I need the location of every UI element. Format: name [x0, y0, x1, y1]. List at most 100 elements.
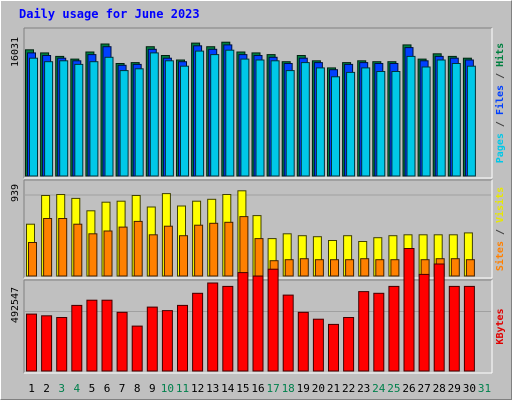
bar-kbytes-20	[312, 318, 324, 372]
bar-kbytes-22	[343, 317, 355, 372]
bar-pages-22	[346, 71, 356, 177]
x-tick-label-11: 11	[176, 382, 189, 395]
bar-pages-11	[180, 65, 189, 177]
x-tick-label-7: 7	[119, 382, 126, 395]
bar-sites-4	[73, 223, 83, 277]
y-max-label: 492547	[10, 287, 21, 323]
bar-kbytes-17	[267, 268, 279, 372]
bar-kbytes-12	[192, 292, 204, 372]
bar-kbytes-19	[297, 311, 309, 372]
bar-sites-9	[148, 234, 158, 277]
bar-sites-20	[314, 259, 324, 277]
x-tick-label-1: 1	[28, 382, 35, 395]
x-tick-label-30: 30	[463, 382, 476, 395]
bar-sites-25	[390, 259, 400, 277]
x-tick-label-25: 25	[387, 382, 400, 395]
bar-pages-17	[270, 60, 280, 177]
bar-pages-8	[134, 68, 144, 177]
bar-kbytes-11	[177, 304, 188, 372]
bar-sites-5	[88, 233, 98, 277]
bar-pages-1	[29, 57, 38, 177]
series-legend: KBytes	[495, 308, 506, 344]
bar-pages-6	[104, 56, 114, 177]
bar-pages-20	[315, 67, 325, 177]
bar-pages-27	[421, 66, 431, 177]
bar-sites-15	[239, 216, 249, 277]
bar-sites-19	[299, 258, 309, 277]
bar-kbytes-26	[403, 248, 415, 372]
bar-pages-3	[59, 60, 69, 177]
bar-pages-26	[406, 55, 416, 177]
bar-kbytes-7	[116, 311, 128, 372]
bar-pages-16	[255, 59, 265, 177]
legend-part: Visits	[494, 187, 506, 223]
x-tick-label-14: 14	[221, 382, 235, 395]
legend-part: Hits	[494, 43, 506, 67]
bar-sites-10	[163, 225, 173, 277]
bar-sites-27	[420, 259, 430, 277]
bar-pages-21	[331, 76, 340, 177]
bar-pages-10	[164, 60, 174, 177]
bar-kbytes-4	[71, 304, 83, 372]
bar-pages-4	[74, 63, 84, 177]
bar-sites-18	[284, 259, 294, 277]
x-tick-label-5: 5	[89, 382, 96, 395]
x-tick-label-12: 12	[191, 382, 204, 395]
bar-sites-22	[345, 259, 355, 277]
legend-part: /	[495, 223, 506, 241]
x-tick-label-26: 26	[402, 382, 415, 395]
panel-hits-files-pages: 16031 Pages / Files / Hits	[10, 27, 506, 179]
bar-pages-25	[391, 71, 401, 177]
chart-title: Daily usage for June 2023	[19, 7, 200, 21]
x-tick-label-20: 20	[312, 382, 325, 395]
x-axis-labels: 1 2 3 4 5 6 7 8 9 10 11 12 13 14 15 16 17 18 19 20 21 22 23 24 2…	[28, 382, 491, 395]
bar-kbytes-2	[41, 315, 53, 372]
bar-kbytes-23	[358, 291, 370, 372]
bar-pages-7	[119, 70, 129, 177]
x-tick-label-16: 16	[251, 382, 264, 395]
bar-kbytes-9	[146, 306, 158, 372]
x-tick-label-3: 3	[58, 382, 65, 395]
bar-kbytes-29	[448, 285, 460, 372]
bar-sites-30	[465, 259, 475, 277]
bar-kbytes-3	[56, 317, 68, 372]
bar-kbytes-24	[373, 292, 385, 372]
bar-sites-29	[450, 258, 460, 277]
bar-kbytes-15	[237, 272, 249, 372]
bar-pages-2	[44, 61, 54, 177]
bar-pages-24	[376, 71, 386, 177]
bar-kbytes-27	[418, 273, 430, 372]
bar-pages-12	[195, 50, 205, 177]
bar-kbytes-1	[26, 313, 37, 372]
bar-pages-28	[436, 59, 446, 177]
x-tick-label-18: 18	[282, 382, 295, 395]
bar-pages-5	[89, 61, 99, 177]
bar-kbytes-18	[282, 294, 294, 372]
bar-kbytes-25	[388, 285, 400, 372]
bar-sites-11	[179, 235, 188, 277]
x-tick-label-23: 23	[357, 382, 370, 395]
bar-sites-7	[118, 226, 128, 277]
bar-sites-12	[194, 224, 204, 277]
bar-pages-14	[225, 49, 235, 177]
x-tick-label-10: 10	[161, 382, 174, 395]
x-tick-label-21: 21	[327, 382, 340, 395]
bar-sites-16	[254, 238, 264, 277]
panel-visits-sites: 939 Sites / Visits	[10, 179, 506, 279]
bar-kbytes-8	[131, 325, 143, 372]
x-tick-label-22: 22	[342, 382, 355, 395]
bar-kbytes-6	[101, 299, 113, 372]
bar-sites-14	[224, 221, 234, 277]
x-tick-label-6: 6	[104, 382, 111, 395]
bar-pages-29	[451, 63, 461, 177]
legend-part: /	[495, 115, 506, 133]
legend-part: /	[495, 67, 506, 85]
series-legend: Pages / Files / Hits	[494, 43, 506, 163]
bar-pages-18	[285, 70, 295, 177]
bar-pages-13	[210, 54, 220, 177]
bar-kbytes-13	[207, 282, 219, 372]
x-tick-label-27: 27	[417, 382, 430, 395]
x-tick-label-15: 15	[236, 382, 249, 395]
bar-sites-21	[330, 259, 339, 277]
bar-pages-30	[466, 65, 476, 177]
